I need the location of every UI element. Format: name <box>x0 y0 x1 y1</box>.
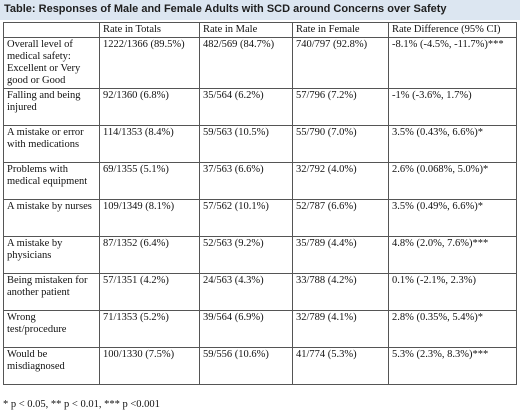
cell-female: 32/792 (4.0%) <box>292 162 389 200</box>
cell-diff: 5.3% (2.3%, 8.3%)*** <box>388 347 517 385</box>
table-row: Wrong test/procedure 71/1353 (5.2%) 39/5… <box>3 310 517 348</box>
cell-totals: 71/1353 (5.2%) <box>99 310 200 348</box>
cell-female: 35/789 (4.4%) <box>292 236 389 274</box>
cell-male: 59/563 (10.5%) <box>199 125 293 163</box>
footnote: * p < 0.05, ** p < 0.01, *** p <0.001 <box>3 399 160 410</box>
table-title: Table: Responses of Male and Female Adul… <box>0 0 520 20</box>
cell-female: 33/788 (4.2%) <box>292 273 389 311</box>
header-row: Rate in Totals Rate in Male Rate in Fema… <box>3 22 517 38</box>
cell-female: 55/790 (7.0%) <box>292 125 389 163</box>
cell-male: 35/564 (6.2%) <box>199 88 293 126</box>
cell-diff: 0.1% (-2.1%, 2.3%) <box>388 273 517 311</box>
cell-male: 39/564 (6.9%) <box>199 310 293 348</box>
cell-diff: -8.1% (-4.5%, -11.7%)*** <box>388 37 517 89</box>
header-cell-label <box>3 22 100 38</box>
table-row: A mistake or error with medications 114/… <box>3 125 517 163</box>
row-label: Would be misdiagnosed <box>3 347 100 385</box>
cell-male: 57/562 (10.1%) <box>199 199 293 237</box>
cell-male: 482/569 (84.7%) <box>199 37 293 89</box>
cell-totals: 87/1352 (6.4%) <box>99 236 200 274</box>
row-label: A mistake by physicians <box>3 236 100 274</box>
cell-totals: 109/1349 (8.1%) <box>99 199 200 237</box>
cell-female: 57/796 (7.2%) <box>292 88 389 126</box>
cell-diff: 2.8% (0.35%, 5.4%)* <box>388 310 517 348</box>
table-row: Being mistaken for another patient 57/13… <box>3 273 517 311</box>
cell-male: 24/563 (4.3%) <box>199 273 293 311</box>
header-cell-female: Rate in Female <box>292 22 389 38</box>
table-row: A mistake by physicians 87/1352 (6.4%) 5… <box>3 236 517 274</box>
cell-totals: 100/1330 (7.5%) <box>99 347 200 385</box>
cell-totals: 1222/1366 (89.5%) <box>99 37 200 89</box>
cell-female: 52/787 (6.6%) <box>292 199 389 237</box>
cell-totals: 57/1351 (4.2%) <box>99 273 200 311</box>
cell-male: 52/563 (9.2%) <box>199 236 293 274</box>
cell-female: 41/774 (5.3%) <box>292 347 389 385</box>
cell-male: 37/563 (6.6%) <box>199 162 293 200</box>
cell-diff: 2.6% (0.068%, 5.0%)* <box>388 162 517 200</box>
cell-diff: 4.8% (2.0%, 7.6%)*** <box>388 236 517 274</box>
table-row: Overall level of medical safety: Excelle… <box>3 37 517 89</box>
row-label: Wrong test/procedure <box>3 310 100 348</box>
cell-female: 740/797 (92.8%) <box>292 37 389 89</box>
header-cell-diff: Rate Difference (95% CI) <box>388 22 517 38</box>
row-label: A mistake or error with medications <box>3 125 100 163</box>
table-row: Problems with medical equipment 69/1355 … <box>3 162 517 200</box>
row-label: Problems with medical equipment <box>3 162 100 200</box>
header-cell-male: Rate in Male <box>199 22 293 38</box>
table-row: A mistake by nurses 109/1349 (8.1%) 57/5… <box>3 199 517 237</box>
row-label: Falling and being injured <box>3 88 100 126</box>
cell-totals: 92/1360 (6.8%) <box>99 88 200 126</box>
cell-totals: 114/1353 (8.4%) <box>99 125 200 163</box>
cell-diff: 3.5% (0.43%, 6.6%)* <box>388 125 517 163</box>
cell-male: 59/556 (10.6%) <box>199 347 293 385</box>
header-cell-totals: Rate in Totals <box>99 22 200 38</box>
row-label: A mistake by nurses <box>3 199 100 237</box>
cell-totals: 69/1355 (5.1%) <box>99 162 200 200</box>
table-row: Falling and being injured 92/1360 (6.8%)… <box>3 88 517 126</box>
row-label: Being mistaken for another patient <box>3 273 100 311</box>
cell-diff: -1% (-3.6%, 1.7%) <box>388 88 517 126</box>
cell-female: 32/789 (4.1%) <box>292 310 389 348</box>
table-row: Would be misdiagnosed 100/1330 (7.5%) 59… <box>3 347 517 385</box>
row-label: Overall level of medical safety: Excelle… <box>3 37 100 89</box>
cell-diff: 3.5% (0.49%, 6.6%)* <box>388 199 517 237</box>
safety-table: Rate in Totals Rate in Male Rate in Fema… <box>3 22 517 385</box>
